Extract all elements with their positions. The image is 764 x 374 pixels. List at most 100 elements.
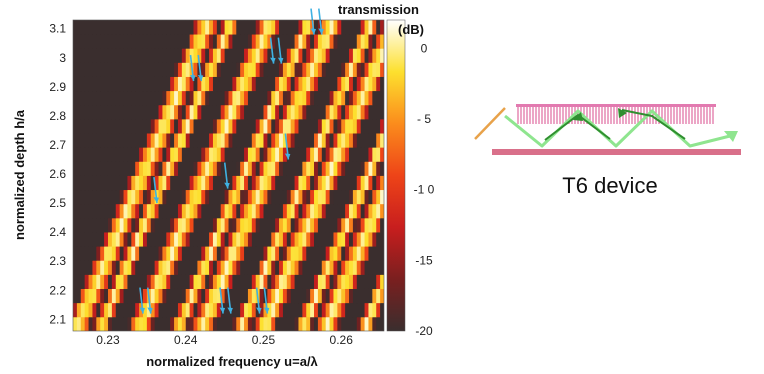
heatmap-cell <box>96 62 101 77</box>
heatmap-cell <box>306 90 311 106</box>
heatmap-cell <box>325 161 330 176</box>
heatmap-cell <box>170 316 175 331</box>
heatmap-cell <box>236 316 241 331</box>
heatmap-cell <box>275 118 280 134</box>
heatmap-cell <box>177 302 183 318</box>
heatmap-cell <box>84 232 89 247</box>
heatmap-cell <box>271 20 276 35</box>
heatmap-cell <box>146 62 152 77</box>
heatmap-cell <box>181 189 187 205</box>
heatmap-cell <box>376 302 381 318</box>
heatmap-cell <box>139 62 144 77</box>
heatmap-cell <box>267 147 272 162</box>
heatmap-cell <box>189 203 194 219</box>
heatmap-cell <box>216 161 222 176</box>
heatmap-cell <box>345 302 350 318</box>
heatmap-cell <box>96 288 101 304</box>
heatmap-cell <box>341 274 346 289</box>
heatmap-cell <box>131 246 136 261</box>
heatmap-cell <box>356 147 362 162</box>
heatmap-cell <box>298 161 303 176</box>
heatmap-cell <box>228 161 233 176</box>
heatmap-cell <box>380 133 384 148</box>
heatmap-cell <box>232 62 237 77</box>
heatmap-cell <box>107 147 113 162</box>
heatmap-cell <box>158 118 163 134</box>
heatmap-cell <box>150 90 156 106</box>
heatmap-cell <box>380 62 384 77</box>
heatmap-cell <box>372 246 377 261</box>
heatmap-cell <box>158 90 163 106</box>
heatmap-cell <box>290 316 295 331</box>
heatmap-cell <box>150 20 156 35</box>
heatmap-cell <box>247 20 253 35</box>
heatmap-cell <box>259 246 264 261</box>
heatmap-cell <box>356 48 362 63</box>
heatmap-cell <box>96 48 101 63</box>
heatmap-cell <box>224 274 229 289</box>
heatmap-cell <box>228 118 233 134</box>
heatmap-cell <box>380 76 384 92</box>
annotation-arrows <box>139 8 324 314</box>
heatmap-cell <box>259 189 264 205</box>
heatmap-cell <box>88 48 93 63</box>
heatmap-cell <box>360 217 365 233</box>
heatmap-cell <box>380 302 384 318</box>
heatmap-cell <box>279 90 284 106</box>
heatmap-cell <box>360 175 365 191</box>
heatmap-cell <box>282 189 288 205</box>
heatmap-cell <box>259 288 264 304</box>
heatmap-cell <box>306 161 311 176</box>
annotation-arrowhead <box>227 307 233 314</box>
heatmap-cell <box>139 133 144 148</box>
heatmap-cell <box>240 62 245 77</box>
heatmap-cell <box>228 189 233 205</box>
annotation-arrowhead <box>147 307 153 314</box>
heatmap-cell <box>107 203 113 219</box>
heatmap-cell <box>104 118 109 134</box>
heatmap-cell <box>88 246 93 261</box>
heatmap-cell <box>275 175 280 191</box>
heatmap-cell <box>232 104 237 120</box>
heatmap-cell <box>197 274 202 289</box>
heatmap-cell <box>205 48 210 63</box>
heatmap-cell <box>263 189 268 205</box>
heatmap-cell <box>193 161 198 176</box>
heatmap-cell <box>166 288 171 304</box>
heatmap-cell <box>298 118 303 134</box>
heatmap-cell <box>185 133 191 148</box>
heatmap-cell <box>349 161 354 176</box>
heatmap-cell <box>119 34 124 49</box>
heatmap-cell <box>356 90 362 106</box>
heatmap-cell <box>236 189 241 205</box>
heatmap-cell <box>80 161 86 176</box>
heatmap-cell <box>298 316 303 331</box>
heatmap-cell <box>158 260 163 275</box>
heatmap-cell <box>73 246 78 261</box>
heatmap-cell <box>224 62 229 77</box>
heatmap-cell <box>127 175 132 191</box>
heatmap-cell <box>345 175 350 191</box>
heatmap-cell <box>119 232 124 247</box>
heatmap-cell <box>349 175 354 191</box>
heatmap-cell <box>92 62 97 77</box>
heatmap-cell <box>201 203 206 219</box>
annotation-arrowhead <box>190 75 196 82</box>
heatmap-cell <box>185 48 191 63</box>
heatmap-cell <box>170 246 175 261</box>
heatmap-cell <box>154 90 159 106</box>
x-tick-label: 0.23 <box>96 333 120 347</box>
heatmap-cell <box>372 34 377 49</box>
colorbar-tick-label: 0 <box>421 41 428 55</box>
heatmap-cell <box>166 20 171 35</box>
heatmap-cell <box>267 34 272 49</box>
heatmap-cell <box>325 260 330 275</box>
heatmap-cell <box>209 118 214 134</box>
heatmap-cell <box>224 232 229 247</box>
heatmap-cell <box>310 104 315 120</box>
heatmap-cell <box>174 90 179 106</box>
heatmap-cell <box>150 147 156 162</box>
heatmap-cell <box>317 260 323 275</box>
heatmap-cell <box>263 217 268 233</box>
heatmap-cell <box>142 76 148 92</box>
